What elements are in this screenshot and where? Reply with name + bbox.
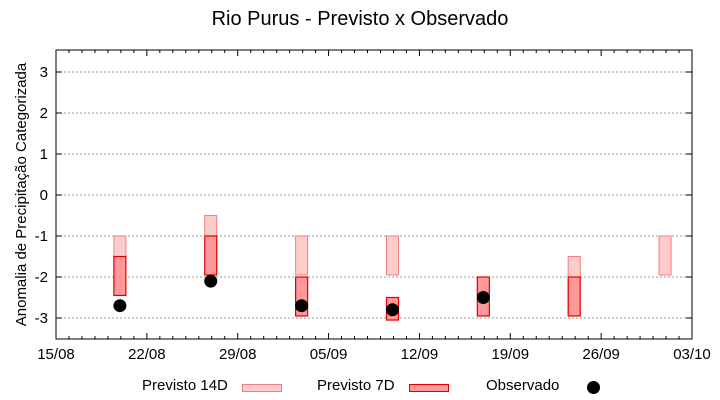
- svg-text:19/09: 19/09: [492, 346, 530, 363]
- legend-14d-label: Previsto 14D: [142, 377, 228, 394]
- svg-text:Anomalia de Precipitação Categ: Anomalia de Precipitação Categorizada: [13, 62, 30, 326]
- legend-7d-swatch: [409, 384, 449, 392]
- legend-7d-label: Previsto 7D: [317, 377, 395, 394]
- svg-text:05/09: 05/09: [310, 346, 348, 363]
- chart-title: Rio Purus - Previsto x Observado: [211, 8, 509, 30]
- svg-text:29/08: 29/08: [219, 346, 257, 363]
- legend-obs-label: Observado: [486, 377, 560, 394]
- svg-text:15/08: 15/08: [37, 346, 75, 363]
- svg-text:-1: -1: [35, 228, 48, 245]
- svg-text:-3: -3: [35, 310, 48, 327]
- svg-text:12/09: 12/09: [401, 346, 439, 363]
- svg-text:1: 1: [40, 146, 48, 163]
- svg-text:22/08: 22/08: [128, 346, 166, 363]
- svg-text:0: 0: [40, 187, 48, 204]
- svg-text:26/09: 26/09: [582, 346, 620, 363]
- svg-text:03/10: 03/10: [673, 346, 711, 363]
- svg-text:2: 2: [40, 105, 48, 122]
- svg-text:-2: -2: [35, 269, 48, 286]
- legend-obs-marker: [587, 381, 600, 394]
- svg-text:3: 3: [40, 64, 48, 81]
- legend-14d-swatch: [242, 384, 282, 392]
